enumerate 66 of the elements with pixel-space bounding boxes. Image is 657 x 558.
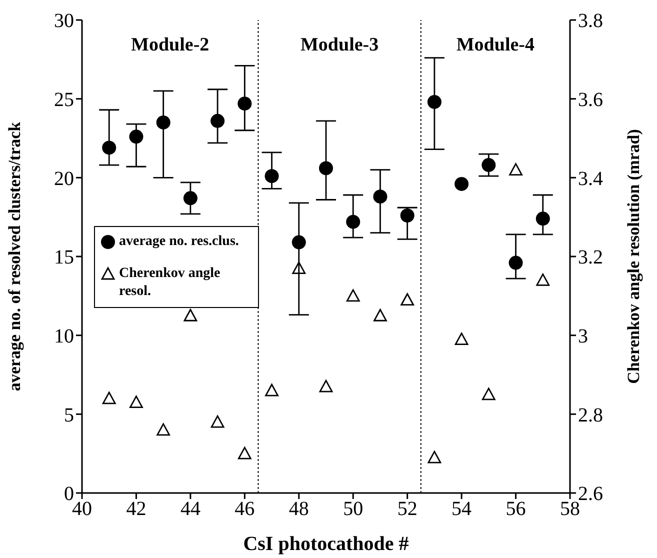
point [210,114,225,128]
point [292,235,306,250]
y-tick-label: 25 [54,88,74,111]
point [536,273,550,286]
point [428,450,442,464]
point [156,115,170,130]
x-tick-label: 46 [234,498,255,520]
point [129,130,144,144]
point [346,214,360,229]
x-tick-label: 48 [288,498,309,520]
legend-label: average no. res.clus. [119,233,239,251]
point [400,293,414,306]
y2-tick-label: 3.4 [578,168,603,190]
x-tick-label: 42 [126,498,146,520]
point [319,161,333,176]
point [184,308,198,322]
point [210,415,224,428]
x-tick-label: 44 [180,498,200,520]
y2-tick-label: 3.2 [578,246,603,269]
y2-tick-label: 2.8 [578,404,603,426]
x-tick-label: 52 [397,498,418,520]
point [183,191,198,206]
x-tick-label: 58 [560,498,580,520]
y2-tick-label: 3.6 [578,88,603,111]
y-tick-label: 0 [64,483,74,506]
point [319,380,333,392]
point [536,212,550,226]
x-axis-title: CsI photocathode # [243,533,409,555]
y-tick-label: 10 [54,325,74,348]
y-axis-title: average no. of resolved clusters/track [5,121,24,392]
point [427,94,442,109]
point [482,158,496,172]
y-tick-label: 15 [54,246,74,269]
point [130,396,143,408]
point [373,190,388,204]
point [238,446,252,460]
y2-tick-label: 2.6 [578,483,603,506]
x-tick-label: 40 [72,498,92,520]
legend-label: Cherenkov angle resol. [119,265,222,301]
point [156,423,170,436]
point [238,96,252,111]
x-tick-label: 50 [343,498,364,520]
point [292,262,306,274]
annotation: Module-2 [131,34,210,56]
y-tick-label: 5 [64,404,74,426]
point [102,392,116,404]
point [482,388,496,400]
point [102,140,116,155]
point [264,169,279,184]
point [454,332,468,345]
y-tick-label: 30 [54,10,74,32]
y2-tick-label: 3.8 [578,10,603,32]
y2-tick-label: 3 [578,325,588,348]
y-tick-label: 20 [54,168,74,190]
point [454,176,469,191]
point [265,384,278,396]
annotation: Module-4 [456,34,535,56]
point [346,289,360,302]
x-tick-label: 56 [506,498,526,520]
point [508,256,523,270]
y2-axis-title: Cherenkov angle resolution (mrad) [624,129,644,384]
point [509,163,522,176]
point [400,208,414,223]
point [374,308,387,322]
annotation: Module-3 [300,34,379,56]
x-tick-label: 54 [452,498,472,520]
